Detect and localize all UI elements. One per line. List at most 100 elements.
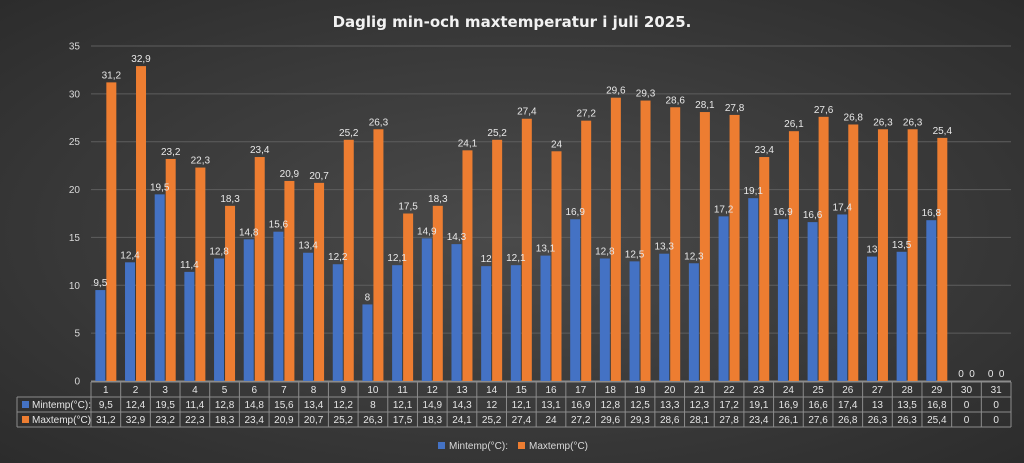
bar-min-8 <box>303 252 314 381</box>
table-cell: 27,8 <box>719 415 739 426</box>
table-cell: 12,8 <box>601 400 621 411</box>
data-label: 23,2 <box>161 147 181 158</box>
data-labels: 9,5 12,4 19,5 11,4 12,8 14,8 15,6 13,4 12,2 8 12,1… <box>93 54 1004 380</box>
table-cell: 12,1 <box>512 400 532 411</box>
table-cell: 27,4 <box>512 415 532 426</box>
bar-max-2 <box>136 66 147 381</box>
x-tick-label: 19 <box>634 385 646 396</box>
table-cell: 12,3 <box>690 400 710 411</box>
data-label: 24 <box>551 139 563 150</box>
y-tick-label: 10 <box>69 281 81 292</box>
data-label: 8 <box>365 292 371 303</box>
table-cell: 0 <box>964 415 970 426</box>
data-label: 26,3 <box>873 117 893 128</box>
bar-max-8 <box>314 182 325 381</box>
bar-max-21 <box>699 112 710 382</box>
bar-min-7 <box>273 231 284 381</box>
data-label: 14,3 <box>447 232 467 243</box>
bar-min-15 <box>510 265 521 381</box>
data-label: 26,3 <box>903 117 923 128</box>
bar-max-7 <box>284 180 295 381</box>
table-legend-key <box>22 416 29 423</box>
legend-label: Mintemp(°C): <box>449 441 508 452</box>
y-tick-label: 25 <box>69 137 81 148</box>
data-label: 17,5 <box>398 202 418 213</box>
bar-min-13 <box>451 244 462 381</box>
data-label: 14,9 <box>417 226 437 237</box>
x-tick-label: 25 <box>813 385 825 396</box>
x-tick-label: 17 <box>575 385 587 396</box>
data-label: 27,2 <box>576 109 596 120</box>
data-label: 25,2 <box>487 128 507 139</box>
y-tick-label: 0 <box>74 377 80 388</box>
y-tick-label: 15 <box>69 233 81 244</box>
table-cell: 13,5 <box>897 400 917 411</box>
table-cell: 14,8 <box>244 400 264 411</box>
x-tick-label: 5 <box>222 385 228 396</box>
x-tick-label: 4 <box>192 385 198 396</box>
bar-max-16 <box>551 151 562 381</box>
data-label: 18,3 <box>428 194 448 205</box>
table-cell: 29,6 <box>601 415 621 426</box>
table-cell: 28,6 <box>660 415 680 426</box>
bar-max-28 <box>907 129 918 381</box>
bar-max-6 <box>254 157 265 381</box>
bar-min-9 <box>332 264 343 381</box>
data-label: 12,1 <box>387 253 407 264</box>
bar-min-21 <box>688 263 699 381</box>
table-cell: 13,4 <box>304 400 324 411</box>
x-tick-label: 30 <box>961 385 973 396</box>
table-cell: 26,3 <box>897 415 917 426</box>
data-label: 23,4 <box>250 145 270 156</box>
table-cell: 22,3 <box>185 415 205 426</box>
table-cell: 16,9 <box>779 400 799 411</box>
table-cell: 9,5 <box>99 400 113 411</box>
table-cell: 23,4 <box>244 415 264 426</box>
table-cell: 12,8 <box>215 400 235 411</box>
table-cell: 17,5 <box>393 415 413 426</box>
bar-max-29 <box>937 137 948 381</box>
data-label: 27,6 <box>814 105 834 116</box>
table-cell: 23,2 <box>155 415 175 426</box>
bar-min-24 <box>777 219 788 381</box>
x-tick-label: 1 <box>103 385 109 396</box>
table-cell: 26,1 <box>779 415 799 426</box>
data-label: 15,6 <box>269 220 289 231</box>
data-label: 13 <box>866 245 878 256</box>
bar-min-20 <box>659 253 670 381</box>
table-cell: 26,8 <box>838 415 858 426</box>
table-cell: 0 <box>964 400 970 411</box>
data-label: 26,3 <box>369 117 389 128</box>
data-label: 17,2 <box>714 204 734 215</box>
data-label: 25,2 <box>339 128 359 139</box>
bar-max-3 <box>165 158 176 381</box>
data-label: 12,5 <box>625 249 645 260</box>
y-tick-label: 20 <box>69 185 81 196</box>
table-cell: 16,6 <box>808 400 828 411</box>
data-label: 12,8 <box>209 246 229 257</box>
y-tick-label: 30 <box>69 89 81 100</box>
table-cell: 18,3 <box>215 415 235 426</box>
bar-max-4 <box>195 167 206 381</box>
table-series-name: Maxtemp(°C) <box>32 415 91 426</box>
data-label: 26,8 <box>844 112 864 123</box>
data-label: 13,4 <box>298 241 318 252</box>
table-cell: 19,5 <box>155 400 175 411</box>
legend-label: Maxtemp(°C) <box>529 441 588 452</box>
bar-max-23 <box>759 157 770 381</box>
data-label: 20,7 <box>309 171 329 182</box>
x-tick-label: 27 <box>872 385 884 396</box>
bar-min-12 <box>421 238 432 381</box>
bar-min-29 <box>926 220 937 381</box>
data-label: 20,9 <box>280 169 300 180</box>
bar-max-18 <box>610 97 621 381</box>
x-tick-label: 20 <box>664 385 676 396</box>
data-label: 27,8 <box>725 103 745 114</box>
data-label: 11,4 <box>180 260 199 271</box>
bar-min-3 <box>154 194 165 381</box>
table-cell: 0 <box>993 400 999 411</box>
data-label: 31,2 <box>102 70 122 81</box>
bar-max-22 <box>729 114 740 382</box>
data-label: 12,1 <box>506 253 526 264</box>
x-tick-label: 22 <box>724 385 736 396</box>
